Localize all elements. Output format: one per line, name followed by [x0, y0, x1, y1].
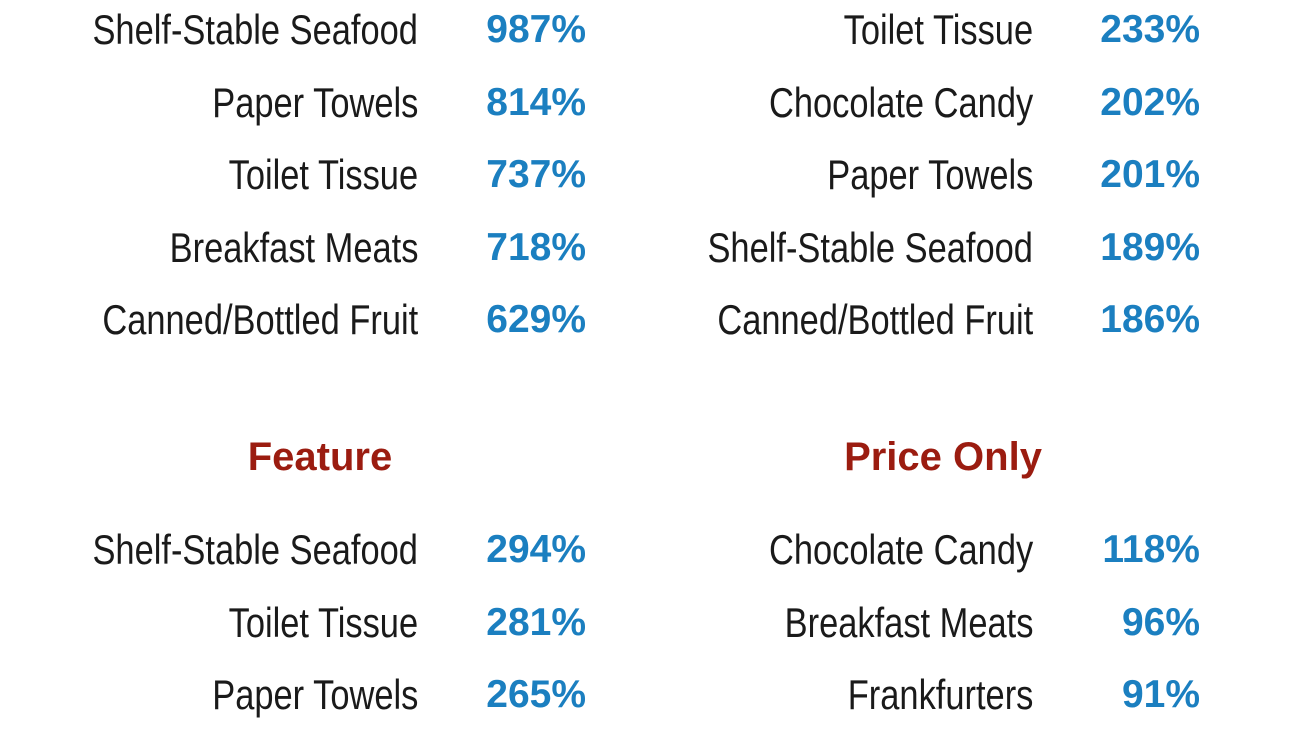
list-item: Shelf-Stable Seafood 294% [0, 525, 1300, 575]
category-label: Canned/Bottled Fruit [102, 296, 418, 343]
list-item: Canned/Bottled Fruit 629% [0, 295, 1300, 345]
category-label: Frankfurters [847, 671, 1033, 718]
category-label: Toilet Tissue [228, 598, 418, 646]
list-item: Shelf-Stable Seafood 987% [0, 5, 1300, 55]
category-label: Paper Towels [826, 151, 1033, 198]
category-label: Shelf-Stable Seafood [92, 526, 418, 573]
lift-value: 186% [1100, 298, 1200, 341]
category-label: Paper Towels [211, 78, 418, 126]
lift-value: 233% [1100, 8, 1200, 51]
lift-value: 814% [486, 80, 586, 124]
list-item: Paper Towels 201% [0, 150, 1300, 200]
category-label: Canned/Bottled Fruit [717, 296, 1033, 343]
list-item: Breakfast Meats 718% [0, 223, 1300, 273]
lift-value: 629% [486, 298, 586, 341]
list-item: Paper Towels 814% [0, 78, 1300, 128]
lift-value: 118% [1102, 528, 1200, 571]
lift-value: 96% [1121, 600, 1200, 644]
category-label: Shelf-Stable Seafood [707, 223, 1033, 271]
category-label: Paper Towels [211, 671, 418, 718]
list-item: Paper Towels 265% [0, 670, 1300, 720]
category-label: Breakfast Meats [784, 598, 1033, 646]
list-item: Toilet Tissue 737% [0, 150, 1300, 200]
list-item: Toilet Tissue 233% [0, 5, 1300, 55]
list-item: Shelf-Stable Seafood 189% [0, 223, 1300, 273]
list-item: Chocolate Candy 118% [0, 525, 1300, 575]
list-item: Toilet Tissue 281% [0, 598, 1300, 648]
lift-value: 737% [486, 153, 586, 196]
lift-value: 987% [486, 8, 586, 51]
lift-value: 281% [486, 600, 586, 644]
lift-value: 91% [1121, 673, 1200, 716]
category-label: Chocolate Candy [768, 526, 1033, 573]
category-label: Toilet Tissue [843, 6, 1033, 53]
category-label: Breakfast Meats [169, 223, 418, 271]
list-item: Chocolate Candy 202% [0, 78, 1300, 128]
lift-value: 718% [486, 225, 586, 269]
list-item: Breakfast Meats 96% [0, 598, 1300, 648]
category-label: Toilet Tissue [228, 151, 418, 198]
list-item: Canned/Bottled Fruit 186% [0, 295, 1300, 345]
section-heading: Feature [247, 435, 393, 479]
category-label: Shelf-Stable Seafood [92, 6, 418, 53]
lift-value: 201% [1100, 153, 1200, 196]
lift-value: 294% [486, 528, 586, 571]
lift-value: 265% [486, 673, 586, 716]
list-item: Frankfurters 91% [0, 670, 1300, 720]
section-heading: Price Only [844, 435, 1042, 479]
category-label: Chocolate Candy [768, 78, 1033, 126]
lift-value: 202% [1100, 80, 1200, 124]
lift-value: 189% [1100, 225, 1200, 269]
